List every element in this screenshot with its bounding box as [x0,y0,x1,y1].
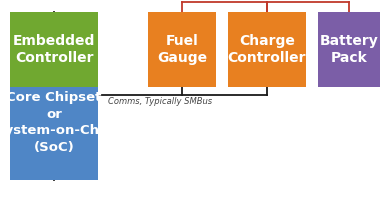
Text: Fuel
Gauge: Fuel Gauge [157,34,207,65]
FancyBboxPatch shape [10,65,98,180]
Text: Comms, Typically SMBus: Comms, Typically SMBus [108,97,213,106]
FancyBboxPatch shape [148,12,216,87]
Text: Core Chipset
or
System-on-Chip
(SoC): Core Chipset or System-on-Chip (SoC) [0,91,113,154]
FancyBboxPatch shape [228,12,306,87]
Text: Embedded
Controller: Embedded Controller [13,34,95,65]
Text: Charge
Controller: Charge Controller [228,34,306,65]
FancyBboxPatch shape [318,12,380,87]
FancyBboxPatch shape [10,12,98,87]
Text: Battery
Pack: Battery Pack [320,34,378,65]
